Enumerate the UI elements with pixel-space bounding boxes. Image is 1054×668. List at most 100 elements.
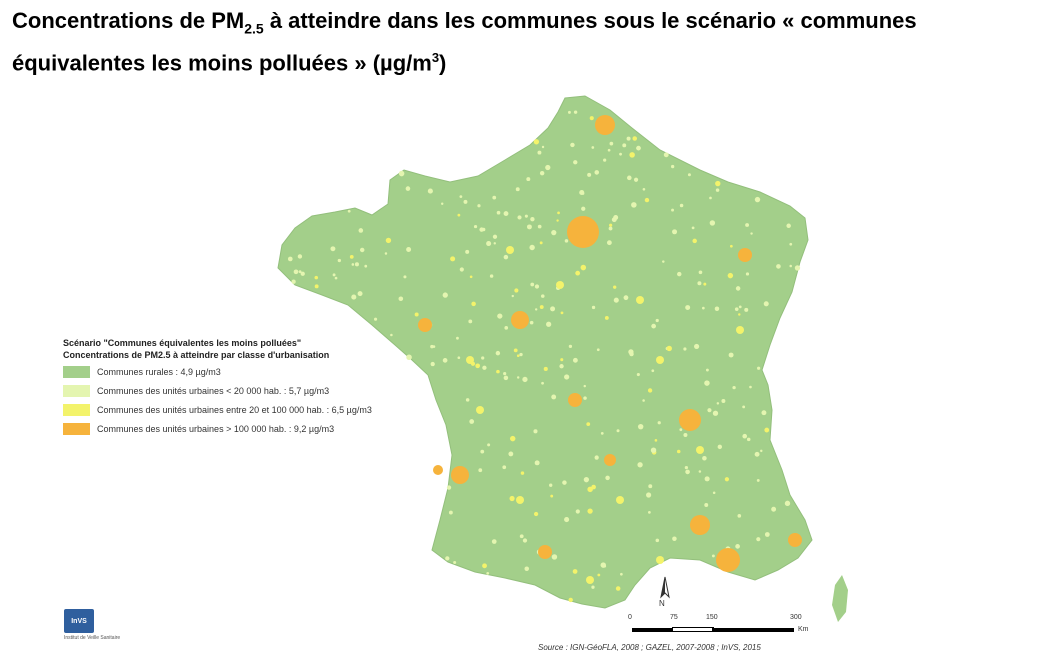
small-commune-dot (347, 209, 351, 213)
small-commune-dot (291, 279, 296, 284)
small-commune-dot (717, 444, 723, 450)
legend-label: Communes des unités urbaines > 100 000 h… (97, 424, 335, 434)
small-commune-dot (354, 262, 359, 267)
small-commune-dot (586, 422, 591, 426)
logo-caption: Institut de Veille Sanitaire (64, 635, 121, 641)
small-commune-dot (351, 263, 355, 266)
small-commune-dot (524, 214, 528, 218)
small-commune-dot (756, 537, 761, 542)
small-commune-dot (709, 220, 716, 226)
small-commune-dot (685, 469, 690, 475)
small-commune-dot (496, 210, 501, 215)
small-commune-dot (442, 358, 448, 363)
small-commune-dot (615, 586, 621, 591)
small-commune-dot (478, 468, 483, 473)
small-commune-dot (679, 203, 684, 208)
small-commune-dot (666, 345, 672, 352)
small-commune-dot (564, 374, 570, 380)
small-commune-dot (702, 455, 707, 461)
small-commune-dot (465, 398, 470, 402)
small-commune-dot (334, 276, 338, 280)
small-commune-dot (679, 428, 683, 432)
small-commune-dot (627, 175, 632, 181)
small-commune-dot (596, 348, 600, 352)
small-commune-dot (613, 215, 619, 220)
small-commune-dot (337, 258, 342, 263)
small-commune-dot (509, 435, 516, 442)
small-commune-dot (712, 491, 716, 495)
small-commune-dot (445, 556, 450, 561)
small-commune-dot (358, 228, 364, 233)
small-commune-dot (540, 294, 545, 298)
legend-item-medium-urban: Communes des unités urbaines entre 20 et… (63, 403, 443, 417)
small-commune-dot (403, 275, 407, 279)
legend-label: Communes des unités urbaines entre 20 et… (97, 405, 372, 415)
title-part-1: Concentrations de PM (12, 8, 245, 33)
small-commune-dot (623, 295, 629, 301)
small-commune-dot (516, 354, 520, 358)
small-commune-dot (287, 256, 293, 262)
small-commune-dot (727, 272, 734, 279)
small-commune-dot (477, 204, 481, 208)
medium-urban-area (656, 556, 664, 564)
small-commune-dot (654, 439, 658, 442)
small-commune-dot (503, 254, 509, 260)
large-urban-area (451, 466, 469, 484)
small-commune-dot (591, 305, 596, 310)
small-commune-dot (457, 356, 461, 360)
small-commune-dot (516, 376, 520, 379)
small-commune-dot (629, 351, 634, 357)
small-commune-dot (503, 371, 507, 376)
medium-urban-area (516, 496, 524, 504)
small-commune-dot (482, 365, 487, 370)
legend-label: Communes des unités urbaines < 20 000 ha… (97, 386, 330, 396)
small-commune-dot (642, 187, 646, 191)
north-arrow-icon (660, 576, 670, 599)
small-commune-dot (647, 388, 653, 393)
large-urban-area (567, 216, 599, 248)
urban-areas (287, 110, 802, 603)
small-commune-dot (453, 560, 457, 564)
small-commune-dot (776, 264, 781, 269)
small-commune-dot (597, 573, 601, 577)
small-commune-dot (549, 483, 553, 487)
small-commune-dot (742, 405, 746, 409)
small-commune-dot (714, 306, 720, 311)
small-commune-dot (314, 275, 319, 280)
small-commune-dot (534, 460, 540, 466)
small-commune-dot (754, 451, 760, 457)
small-commune-dot (746, 437, 751, 442)
small-commune-dot (517, 215, 522, 220)
small-commune-dot (587, 508, 593, 514)
small-commune-dot (789, 264, 792, 268)
small-commune-dot (564, 516, 570, 523)
legend-item-small-urban: Communes des unités urbaines < 20 000 ha… (63, 384, 443, 398)
small-commune-dot (533, 429, 538, 434)
small-commune-dot (514, 288, 519, 293)
small-commune-dot (442, 292, 448, 298)
small-commune-dot (613, 297, 619, 303)
small-commune-dot (550, 306, 556, 312)
small-commune-dot (492, 234, 498, 239)
small-commune-dot (508, 451, 514, 457)
small-commune-dot (384, 252, 388, 255)
small-commune-dot (712, 410, 719, 416)
small-commune-dot (671, 208, 674, 212)
north-arrow: N (655, 575, 675, 613)
small-commune-dot (757, 366, 761, 370)
small-commune-dot (622, 143, 627, 148)
large-urban-area (716, 548, 740, 572)
large-urban-area (690, 515, 710, 535)
small-commune-dot (385, 237, 392, 244)
small-commune-dot (390, 333, 393, 337)
small-commune-dot (468, 319, 473, 324)
medium-urban-area (586, 576, 594, 584)
small-commune-dot (697, 281, 702, 286)
small-commune-dot (570, 142, 575, 148)
scale-tick-75: 75 (670, 614, 678, 621)
small-commune-dot (529, 320, 534, 325)
small-commune-dot (760, 449, 763, 453)
small-commune-dot (546, 321, 552, 327)
title-part-3: ) (439, 50, 447, 76)
small-commune-dot (481, 356, 485, 360)
